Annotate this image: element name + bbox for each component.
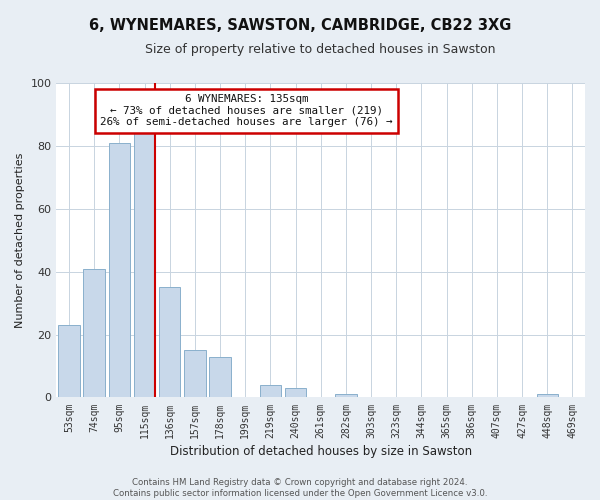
Bar — [260, 385, 281, 398]
Text: 6 WYNEMARES: 135sqm
← 73% of detached houses are smaller (219)
26% of semi-detac: 6 WYNEMARES: 135sqm ← 73% of detached ho… — [100, 94, 393, 128]
Y-axis label: Number of detached properties: Number of detached properties — [15, 152, 25, 328]
Bar — [134, 134, 155, 398]
Bar — [285, 388, 306, 398]
Bar — [209, 356, 231, 398]
X-axis label: Distribution of detached houses by size in Sawston: Distribution of detached houses by size … — [170, 444, 472, 458]
Bar — [83, 268, 105, 398]
Bar — [109, 143, 130, 398]
Bar — [159, 288, 181, 398]
Bar — [184, 350, 206, 398]
Bar — [536, 394, 558, 398]
Text: Contains HM Land Registry data © Crown copyright and database right 2024.
Contai: Contains HM Land Registry data © Crown c… — [113, 478, 487, 498]
Bar — [335, 394, 356, 398]
Title: Size of property relative to detached houses in Sawston: Size of property relative to detached ho… — [145, 42, 496, 56]
Text: 6, WYNEMARES, SAWSTON, CAMBRIDGE, CB22 3XG: 6, WYNEMARES, SAWSTON, CAMBRIDGE, CB22 3… — [89, 18, 511, 32]
Bar — [58, 325, 80, 398]
